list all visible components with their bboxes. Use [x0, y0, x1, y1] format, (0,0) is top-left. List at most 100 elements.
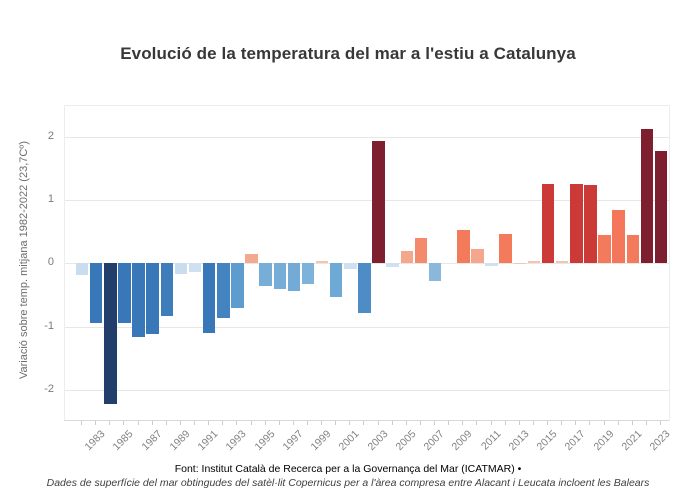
- bar-2007[interactable]: [428, 263, 442, 281]
- y-tick-label: 2: [47, 129, 54, 142]
- x-tick: [419, 421, 421, 425]
- x-tick: [391, 421, 393, 425]
- x-tick-label: 1985: [110, 428, 136, 454]
- bar-1988[interactable]: [160, 263, 173, 316]
- x-tick: [292, 421, 294, 425]
- bar-1986[interactable]: [132, 263, 145, 337]
- x-tick: [208, 421, 210, 425]
- bar-2019[interactable]: [598, 235, 611, 264]
- x-tick: [123, 421, 125, 425]
- x-axis-line: [64, 420, 669, 421]
- x-tick-label: 1995: [252, 428, 278, 454]
- bar-2001[interactable]: [344, 263, 357, 269]
- bar-2020[interactable]: [612, 209, 625, 264]
- x-tick: [363, 421, 365, 425]
- bar-2005[interactable]: [400, 251, 414, 264]
- x-tick-label: 2003: [365, 428, 391, 454]
- x-tick: [434, 421, 436, 425]
- x-tick: [95, 421, 97, 425]
- bar-2006[interactable]: [414, 238, 428, 264]
- x-tick: [250, 421, 252, 425]
- bar-1984[interactable]: [104, 263, 117, 404]
- x-tick-label: 2007: [421, 428, 447, 454]
- bar-1997[interactable]: [287, 263, 301, 292]
- x-tick-label: 1997: [280, 428, 306, 454]
- bar-1993[interactable]: [231, 263, 244, 308]
- bar-1996[interactable]: [273, 263, 286, 290]
- bar-1990[interactable]: [188, 263, 202, 273]
- x-tick: [575, 421, 577, 425]
- x-tick: [165, 421, 167, 425]
- x-tick-label: 2017: [562, 428, 588, 454]
- x-tick: [349, 421, 351, 425]
- bar-2022[interactable]: [640, 128, 654, 264]
- bar-2014[interactable]: [527, 260, 541, 264]
- bar-1999[interactable]: [315, 260, 329, 264]
- x-tick: [617, 421, 619, 425]
- x-tick: [236, 421, 238, 425]
- bar-2002[interactable]: [358, 263, 371, 313]
- x-tick-label: 1993: [223, 428, 249, 454]
- x-tick: [307, 421, 308, 425]
- x-tick-label: 2015: [534, 428, 560, 454]
- bar-2012[interactable]: [499, 234, 512, 264]
- gridline: [65, 389, 669, 391]
- bar-1991[interactable]: [202, 263, 216, 333]
- bar-2010[interactable]: [471, 249, 484, 264]
- x-tick: [321, 421, 323, 425]
- y-tick-label: 0: [47, 256, 54, 269]
- source-line: Font: Institut Català de Recerca per a l…: [174, 463, 522, 475]
- x-tick: [504, 421, 506, 425]
- bar-2003[interactable]: [372, 141, 385, 264]
- y-tick-label: -1: [44, 319, 54, 332]
- gridline: [65, 326, 669, 328]
- bar-1995[interactable]: [259, 263, 272, 287]
- bar-2017[interactable]: [570, 184, 583, 264]
- x-tick: [561, 421, 563, 425]
- x-tick: [547, 421, 548, 425]
- bar-2011[interactable]: [485, 263, 498, 266]
- x-tick: [194, 421, 195, 425]
- x-tick: [462, 421, 464, 425]
- x-tick-label: 1987: [139, 428, 165, 454]
- bar-2009[interactable]: [457, 229, 470, 264]
- x-tick: [335, 421, 337, 425]
- gridline: [65, 136, 669, 138]
- bar-2016[interactable]: [555, 261, 569, 264]
- x-tick: [405, 421, 407, 425]
- x-tick: [532, 421, 534, 425]
- bar-1985[interactable]: [118, 263, 131, 323]
- bar-2023[interactable]: [654, 151, 668, 264]
- x-tick: [448, 421, 450, 425]
- x-tick: [589, 421, 591, 425]
- x-tick-label: 2013: [506, 428, 532, 454]
- x-tick: [603, 421, 605, 425]
- bar-1987[interactable]: [146, 263, 159, 335]
- x-tick: [81, 421, 82, 425]
- x-tick-label: 1989: [167, 428, 193, 454]
- x-tick: [151, 421, 153, 425]
- bar-1994[interactable]: [245, 253, 258, 264]
- bar-2000[interactable]: [329, 263, 343, 297]
- bar-1989[interactable]: [174, 263, 188, 275]
- bar-2021[interactable]: [626, 235, 639, 264]
- bar-2013[interactable]: [513, 262, 526, 264]
- y-tick-label: 1: [47, 193, 54, 205]
- bar-1992[interactable]: [217, 263, 230, 318]
- x-tick-label: 1991: [195, 428, 221, 454]
- bar-2015[interactable]: [541, 184, 555, 264]
- x-tick-label: 2019: [590, 428, 616, 454]
- plot-area: [64, 105, 670, 421]
- gridline: [65, 200, 669, 201]
- bar-2018[interactable]: [584, 184, 597, 264]
- bar-1982[interactable]: [75, 263, 89, 275]
- x-tick: [490, 421, 492, 425]
- bar-1998[interactable]: [301, 263, 315, 285]
- bar-1983[interactable]: [89, 263, 103, 324]
- x-tick-label: 1999: [308, 428, 334, 454]
- x-tick-label: 2021: [619, 428, 645, 454]
- notes-line: Dades de superfície del mar obtingudes d…: [46, 477, 650, 489]
- bar-2004[interactable]: [386, 263, 399, 268]
- x-tick-label: 2009: [449, 428, 475, 454]
